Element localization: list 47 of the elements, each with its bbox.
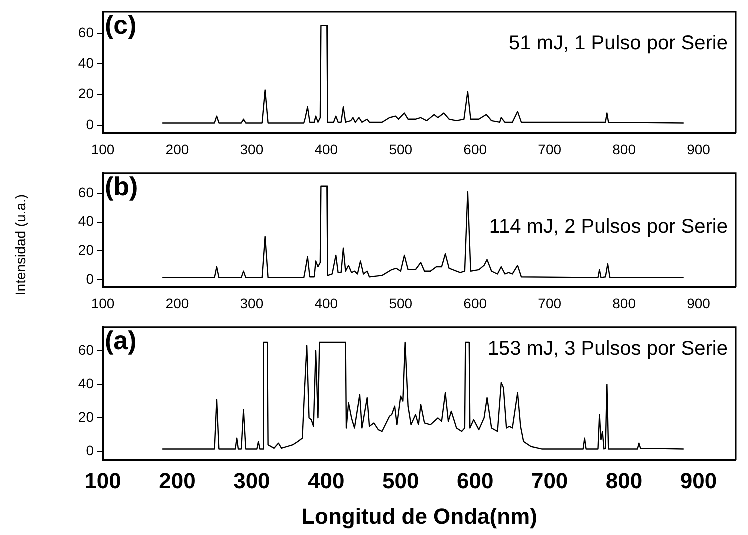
x-tick-label: 300 [240,141,264,158]
chart-title: (a) [105,326,137,356]
x-tick-label: 900 [687,141,711,158]
x-tick-label: 700 [538,141,562,158]
x-tick-label: 200 [159,468,196,494]
x-tick-label: 500 [389,295,413,312]
x-tick-label: 200 [166,295,190,312]
x-tick-label: 500 [382,468,420,494]
annotation: 153 mJ, 3 Pulsos por Serie [488,338,728,360]
y-tick-label: 40 [78,213,94,230]
x-tick-label: 800 [612,141,636,158]
x-tick-label: 300 [240,295,264,312]
x-tick-label: 600 [456,468,494,494]
annotation: 51 mJ, 1 Pulso por Serie [509,32,728,55]
x-tick-label: 100 [91,295,115,312]
y-tick-label: 0 [86,442,94,459]
x-tick-label: 700 [538,295,562,312]
annotation: 114 mJ, 2 Pulsos por Serie [489,216,728,238]
y-tick-label: 20 [78,242,94,258]
x-tick-label: 400 [308,468,345,494]
y-tick-label: 60 [78,24,94,40]
chart-title: (c) [105,10,137,40]
x-tick-label: 100 [84,468,122,494]
x-tick-label: 200 [166,141,190,158]
x-tick-label: 600 [464,295,488,312]
x-tick-label: 800 [612,295,636,312]
x-tick-label: 700 [531,468,568,494]
x-tick-label: 900 [680,468,718,494]
y-tick-label: 40 [78,55,94,72]
y-tick-label: 0 [86,116,94,132]
chart-title: (b) [105,172,138,202]
x-axis-title: Longitud de Onda(nm) [302,504,538,529]
y-axis-title: Intensidad (u.a.) [12,194,28,296]
y-tick-label: 60 [78,184,94,200]
y-tick-label: 0 [86,270,94,287]
x-tick-label: 400 [314,141,338,158]
x-tick-label: 300 [234,468,270,494]
x-tick-label: 400 [314,295,338,312]
x-tick-label: 100 [91,141,115,158]
y-tick-label: 60 [78,342,94,358]
x-tick-label: 800 [606,468,643,494]
x-tick-label: 600 [464,141,488,158]
x-tick-label: 500 [389,141,413,158]
y-tick-label: 40 [78,375,94,392]
y-tick-label: 20 [78,86,94,102]
x-tick-label: 900 [687,295,711,312]
y-tick-label: 20 [78,409,94,426]
